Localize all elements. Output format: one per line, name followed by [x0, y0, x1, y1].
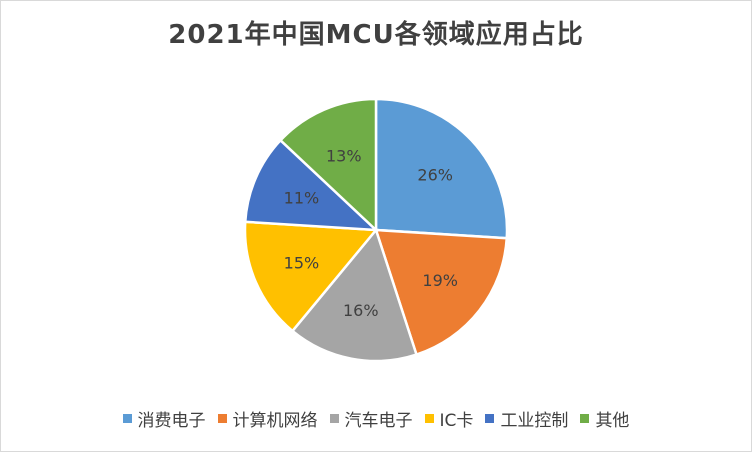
data-label-3: 16%: [343, 301, 379, 320]
legend-swatch: [217, 414, 227, 423]
legend-swatch: [580, 414, 590, 423]
legend-item-2: 计算机网络: [217, 406, 318, 431]
pie-slice-3: [290, 227, 419, 363]
legend-swatch: [485, 414, 495, 423]
data-label-1: 26%: [417, 165, 453, 184]
data-label-2: 19%: [422, 271, 458, 290]
legend-label: 计算机网络: [232, 411, 318, 431]
pie-slice-5: [243, 138, 380, 232]
legend-label: 其他: [595, 411, 630, 431]
data-label-4: 15%: [284, 253, 320, 272]
legend-label: 汽车电子: [344, 411, 413, 431]
legend-label: 消费电子: [137, 411, 206, 431]
legend-swatch: [424, 414, 434, 423]
legend-item-4: IC卡: [424, 406, 474, 431]
data-label-6: 13%: [326, 146, 362, 165]
pie-slice-6: [278, 97, 378, 233]
legend: 消费电子 计算机网络 汽车电子 IC卡 工业控制 其他: [0, 406, 752, 431]
pie-slice-2: [374, 228, 509, 357]
legend-swatch: [122, 414, 132, 423]
data-label-5: 11%: [284, 189, 320, 208]
legend-swatch: [329, 414, 339, 423]
pie-slice-4: [243, 220, 379, 333]
legend-label: IC卡: [439, 411, 474, 431]
legend-label: 工业控制: [500, 411, 569, 431]
legend-item-1: 消费电子: [122, 406, 206, 431]
legend-item-5: 工业控制: [485, 406, 568, 431]
pie-slice-1: [374, 97, 509, 240]
chart-title: 2021年中国MCU各领域应用占比: [168, 20, 584, 50]
legend-item-3: 汽车电子: [329, 406, 413, 431]
legend-item-6: 其他: [580, 406, 629, 431]
